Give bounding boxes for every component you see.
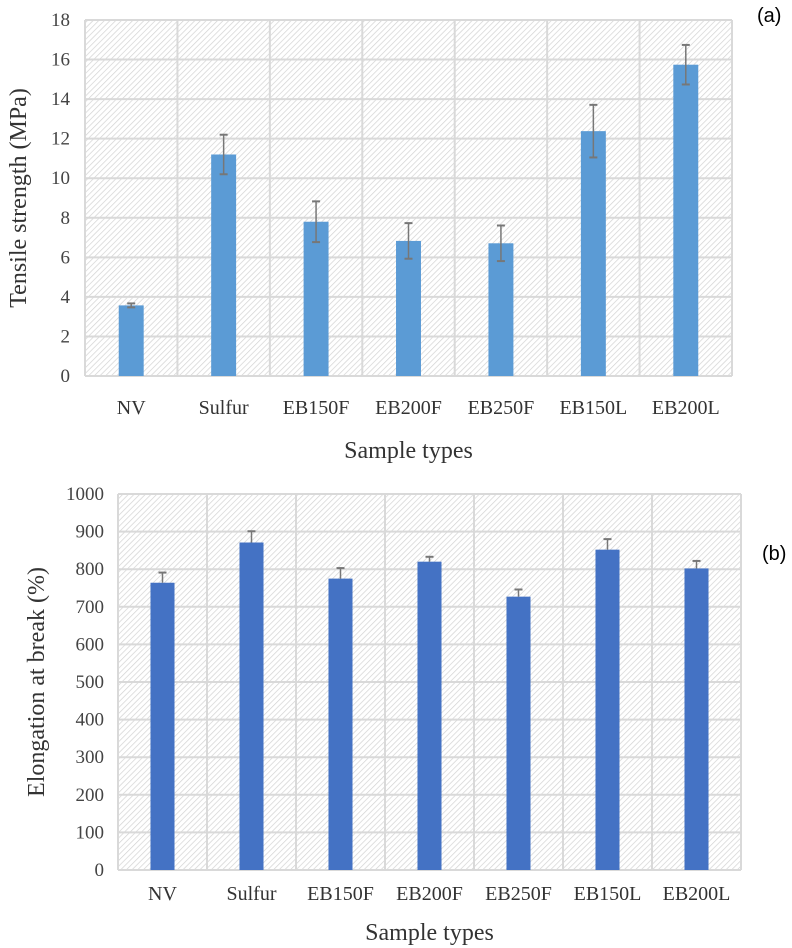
panel-label: (b) <box>762 543 786 565</box>
y-tick-label: 100 <box>76 822 105 843</box>
bar-nv <box>118 305 144 376</box>
x-tick-label: EB200F <box>396 883 463 905</box>
y-tick-label: 2 <box>61 326 71 347</box>
bar-eb250f <box>488 243 514 376</box>
bar-eb150l <box>580 131 606 376</box>
x-tick-label: EB150F <box>307 883 374 905</box>
y-tick-label: 800 <box>76 559 105 580</box>
y-tick-label: 18 <box>51 10 70 31</box>
x-axis-title: Sample types <box>344 438 473 464</box>
y-tick-label: 600 <box>76 634 105 655</box>
x-tick-label: EB150F <box>283 397 350 419</box>
bar-sulfur <box>239 542 264 870</box>
x-tick-label: EB200L <box>663 883 731 905</box>
y-tick-label: 10 <box>51 168 70 189</box>
x-tick-label: Sulfur <box>227 883 277 905</box>
x-tick-label: NV <box>148 883 177 905</box>
y-tick-label: 0 <box>61 366 71 387</box>
bar-eb200l <box>684 568 709 870</box>
y-tick-label: 300 <box>76 747 105 768</box>
x-tick-label: EB150L <box>559 397 627 419</box>
y-axis-title: Elongation at break (%) <box>24 567 50 797</box>
y-tick-label: 900 <box>76 522 105 543</box>
x-tick-label: EB200F <box>375 397 442 419</box>
y-tick-label: 16 <box>51 50 70 71</box>
x-tick-label: EB250F <box>485 883 552 905</box>
bar-eb200l <box>673 64 699 376</box>
y-tick-label: 700 <box>76 597 105 618</box>
bar-eb250f <box>506 596 531 870</box>
chart-panel-b: 0 100 200 300 400 500 600 700 800 900 1000 NV Sulfur… <box>24 484 786 946</box>
bar-sulfur <box>211 154 237 376</box>
chart-panel-a: 0 2 4 6 8 10 12 14 16 18 NV Sulfur EB150F EB200F EB250… <box>6 5 781 464</box>
x-tick-label: NV <box>117 397 146 419</box>
y-tick-label: 1000 <box>66 484 104 505</box>
bar-eb150f <box>328 578 353 870</box>
bar-eb200f <box>396 240 421 376</box>
bar-nv <box>150 582 175 870</box>
y-tick-label: 12 <box>51 129 70 150</box>
y-tick-label: 6 <box>61 247 71 268</box>
y-axis-title: Tensile strength (MPa) <box>6 88 32 308</box>
x-tick-label: EB150L <box>574 883 642 905</box>
bar-eb200f <box>417 561 442 870</box>
x-axis-title: Sample types <box>365 920 494 946</box>
x-tick-label: EB250F <box>468 397 535 419</box>
y-tick-label: 400 <box>76 710 105 731</box>
bar-eb150f <box>303 221 329 376</box>
y-tick-label: 200 <box>76 785 105 806</box>
bar-eb150l <box>595 549 620 870</box>
y-tick-label: 8 <box>61 208 71 229</box>
x-tick-label: Sulfur <box>199 397 249 419</box>
y-tick-label: 4 <box>61 287 71 308</box>
y-tick-label: 500 <box>76 672 105 693</box>
y-tick-label: 14 <box>51 89 71 110</box>
panel-label: (a) <box>757 5 781 27</box>
y-tick-label: 0 <box>95 860 105 881</box>
x-tick-label: EB200L <box>652 397 720 419</box>
